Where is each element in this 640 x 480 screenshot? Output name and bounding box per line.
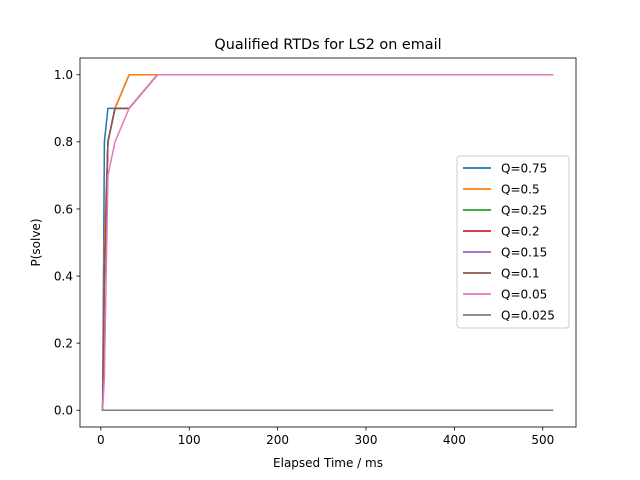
legend-entry-6: Q=0.05: [501, 287, 547, 301]
chart-title: Qualified RTDs for LS2 on email: [214, 37, 441, 53]
y-tick-label: 0.6: [54, 202, 73, 216]
x-axis-label: Elapsed Time / ms: [273, 456, 383, 470]
legend-entry-1: Q=0.5: [501, 182, 540, 196]
y-axis-label: P(solve): [29, 218, 43, 266]
plot-frame: [79, 57, 577, 428]
y-tick-label: 0.0: [54, 404, 73, 418]
y-tick-label: 0.8: [54, 135, 73, 149]
x-axis-ticks: 0 100 200 300 400 500: [97, 427, 554, 447]
x-tick-label: 400: [443, 433, 466, 447]
legend-entry-2: Q=0.25: [501, 203, 547, 217]
x-tick-label: 200: [266, 433, 289, 447]
y-axis-ticks: 0.0 0.2 0.4 0.6 0.8 1.0: [54, 68, 80, 418]
legend-entry-0: Q=0.75: [501, 161, 547, 175]
legend: Q=0.75 Q=0.5 Q=0.25 Q=0.2 Q=0.15 Q=0.1 Q=0.05 Q…: [456, 155, 570, 329]
legend-entry-7: Q=0.025: [501, 308, 555, 322]
legend-entry-4: Q=0.15: [501, 245, 547, 259]
series-line-6: [101, 74, 554, 411]
x-tick-label: 0: [97, 433, 105, 447]
legend-box: [456, 155, 570, 329]
y-tick-label: 0.4: [54, 269, 73, 283]
x-tick-label: 300: [355, 433, 378, 447]
y-tick-label: 1.0: [54, 68, 73, 82]
legend-entry-5: Q=0.1: [501, 266, 540, 280]
x-tick-label: 100: [178, 433, 201, 447]
y-tick-label: 0.2: [54, 336, 73, 350]
x-tick-label: 500: [531, 433, 554, 447]
legend-entry-3: Q=0.2: [501, 224, 540, 238]
plot-lines: [101, 74, 554, 411]
